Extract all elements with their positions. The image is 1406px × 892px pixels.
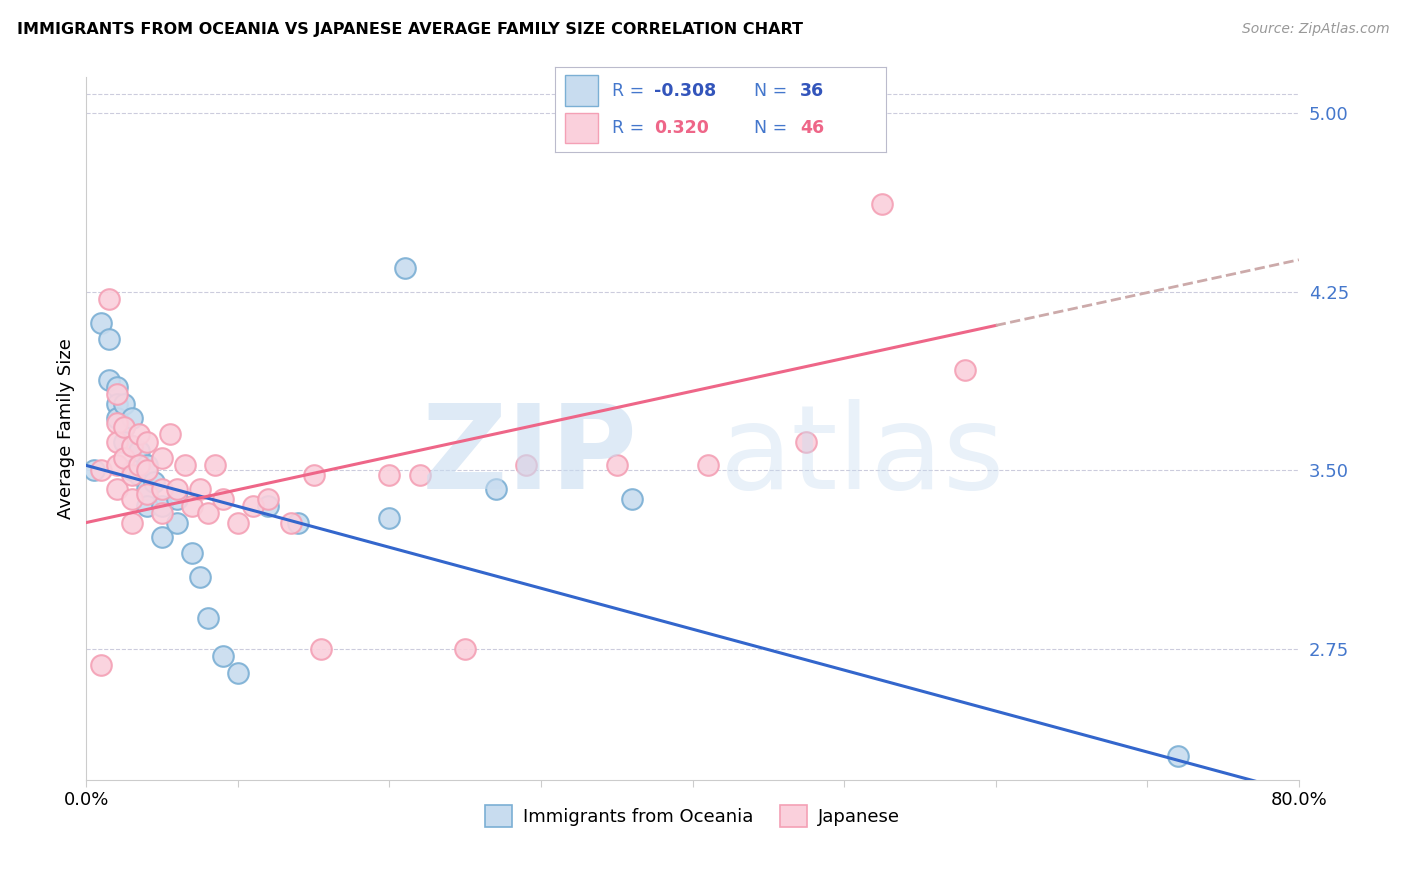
Point: [454, 641, 477, 656]
Point: [128, 467, 150, 482]
Text: 0.320: 0.320: [654, 119, 710, 136]
Point: [211, 648, 233, 663]
Point: [90, 316, 112, 330]
Point: [181, 547, 204, 561]
Text: atlas: atlas: [720, 399, 1005, 514]
Point: [870, 196, 893, 211]
Point: [302, 467, 325, 482]
Text: -0.308: -0.308: [654, 82, 717, 100]
Point: [378, 467, 401, 482]
Point: [105, 458, 128, 473]
Point: [188, 570, 211, 584]
Text: Source: ZipAtlas.com: Source: ZipAtlas.com: [1241, 22, 1389, 37]
Point: [166, 482, 188, 496]
Point: [257, 491, 280, 506]
Point: [794, 434, 817, 449]
Point: [280, 516, 302, 530]
Point: [211, 491, 233, 506]
Point: [105, 416, 128, 430]
Bar: [565, 76, 599, 106]
Point: [112, 451, 135, 466]
Point: [121, 491, 143, 506]
Point: [128, 427, 150, 442]
Point: [150, 530, 173, 544]
Point: [83, 463, 105, 477]
Point: [121, 463, 143, 477]
Point: [955, 363, 977, 377]
Point: [135, 463, 157, 477]
Text: R =: R =: [612, 82, 650, 100]
Point: [135, 458, 157, 473]
Point: [112, 420, 135, 434]
Point: [112, 434, 135, 449]
Point: [150, 451, 173, 466]
Point: [166, 516, 188, 530]
Point: [135, 482, 157, 496]
Point: [128, 458, 150, 473]
Point: [197, 611, 219, 625]
Text: N =: N =: [754, 82, 793, 100]
Point: [606, 458, 628, 473]
Legend: Immigrants from Oceania, Japanese: Immigrants from Oceania, Japanese: [478, 797, 907, 834]
Text: 46: 46: [800, 119, 824, 136]
Point: [226, 516, 249, 530]
Point: [378, 510, 401, 524]
Point: [150, 482, 173, 496]
Point: [484, 482, 506, 496]
Point: [159, 427, 181, 442]
Point: [287, 516, 309, 530]
Y-axis label: Average Family Size: Average Family Size: [58, 338, 75, 519]
Point: [204, 458, 226, 473]
Text: R =: R =: [612, 119, 650, 136]
Point: [394, 260, 416, 275]
Point: [515, 458, 537, 473]
Point: [135, 487, 157, 501]
Point: [1167, 748, 1189, 763]
Point: [242, 499, 264, 513]
Point: [128, 444, 150, 458]
Point: [121, 439, 143, 453]
Point: [135, 499, 157, 513]
Point: [150, 499, 173, 513]
Point: [173, 458, 195, 473]
Point: [98, 373, 121, 387]
Point: [197, 506, 219, 520]
Point: [143, 475, 166, 489]
Point: [121, 516, 143, 530]
Point: [188, 482, 211, 496]
Point: [309, 641, 332, 656]
Text: ZIP: ZIP: [422, 399, 638, 514]
Point: [105, 387, 128, 401]
Point: [105, 434, 128, 449]
Point: [226, 665, 249, 680]
Text: N =: N =: [754, 119, 793, 136]
Point: [166, 491, 188, 506]
Point: [98, 332, 121, 346]
Point: [150, 506, 173, 520]
Point: [135, 434, 157, 449]
Point: [98, 292, 121, 306]
Text: IMMIGRANTS FROM OCEANIA VS JAPANESE AVERAGE FAMILY SIZE CORRELATION CHART: IMMIGRANTS FROM OCEANIA VS JAPANESE AVER…: [17, 22, 803, 37]
Point: [257, 499, 280, 513]
Point: [620, 491, 643, 506]
Point: [105, 410, 128, 425]
Point: [112, 420, 135, 434]
Point: [121, 439, 143, 453]
Point: [105, 396, 128, 410]
Bar: [565, 112, 599, 143]
Point: [121, 467, 143, 482]
Text: 36: 36: [800, 82, 824, 100]
Point: [181, 499, 204, 513]
Point: [105, 380, 128, 394]
Point: [90, 463, 112, 477]
Point: [90, 658, 112, 673]
Point: [105, 482, 128, 496]
Point: [121, 410, 143, 425]
Point: [112, 396, 135, 410]
Point: [696, 458, 718, 473]
Point: [409, 467, 432, 482]
